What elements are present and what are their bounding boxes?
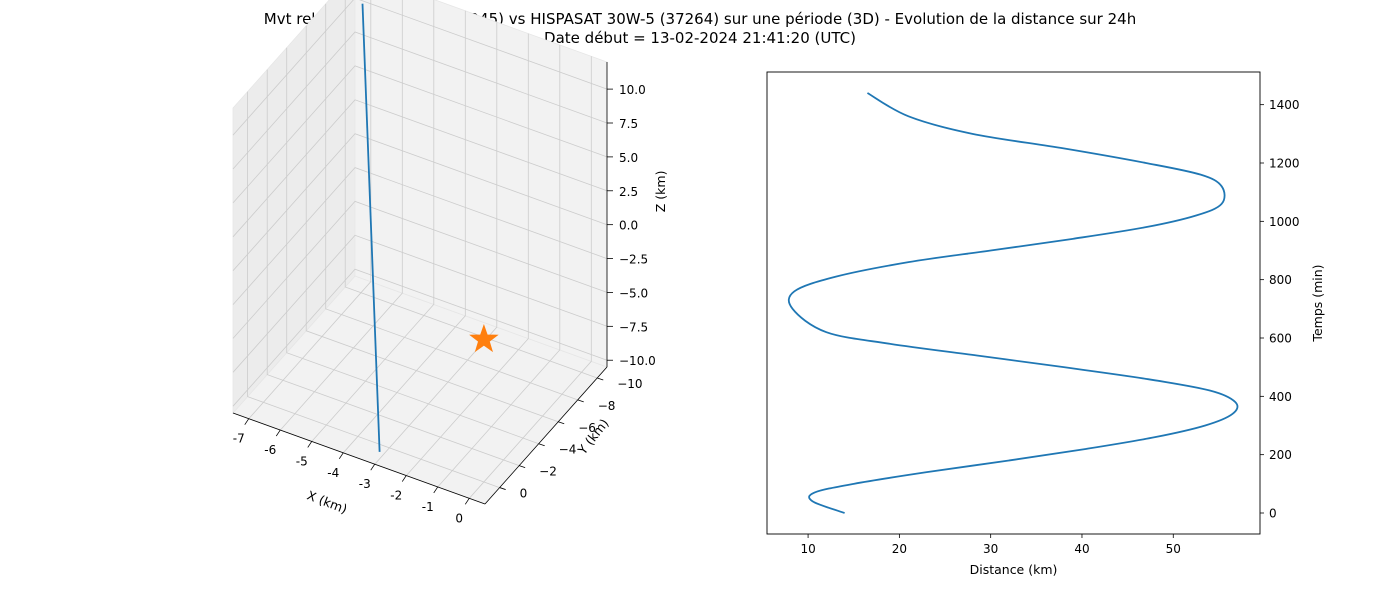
x-tick-mark-3: [338, 452, 344, 460]
z-tick-label-6: −5.0: [619, 286, 648, 300]
z-tick-label-8: −10.0: [619, 354, 656, 368]
plot-frame: [766, 71, 1261, 535]
y-tick-mark-5: [597, 377, 604, 381]
grid-line-z-7: [232, 234, 608, 373]
y-tick-mark-4: [577, 399, 584, 403]
x-tick-label-6: -1: [422, 500, 434, 514]
x-tick-label-4: -3: [359, 477, 371, 491]
y-tick-label-1: −2: [539, 465, 557, 479]
x-tick-label-2: -5: [296, 454, 308, 468]
y-tick-mark-1: [519, 465, 526, 469]
grid-line-z-0: [232, 0, 608, 136]
y-tick-label-4: 800: [1269, 273, 1292, 287]
pane-left-wall: [232, 0, 356, 415]
x-tick-label-2: 30: [983, 542, 998, 556]
x-tick-label-0: -7: [233, 432, 245, 446]
x-axis-title: Distance (km): [970, 562, 1058, 577]
x-tick-label-7: 0: [455, 511, 463, 525]
y-tick-label-1: 200: [1269, 448, 1292, 462]
z-tick-label-3: 2.5: [619, 185, 638, 199]
y-tick-label-7: 1400: [1269, 98, 1300, 112]
x-tick-label-5: -2: [390, 489, 402, 503]
x-tick-mark-7: [464, 498, 470, 505]
y-tick-mark-0: [499, 487, 506, 490]
x-tick-label-3: 40: [1074, 542, 1089, 556]
grid-line-x-1: [280, 0, 403, 431]
y-axis-line: [484, 366, 608, 505]
z-tick-label-7: −7.5: [619, 320, 648, 334]
grid-line-x-6: [437, 44, 561, 488]
grid-line-z-5: [232, 167, 608, 305]
grid-line-x-3: [343, 10, 466, 454]
x-tick-label-1: 20: [892, 542, 907, 556]
title-line-2: Date début = 13-02-2024 21:41:20 (UTC): [544, 29, 856, 47]
grid-line-y-4: [325, 3, 578, 401]
grid-line-z-4: [232, 133, 608, 271]
grid-line-y-1: [266, 69, 520, 466]
y-tick-label-0: 0: [520, 487, 528, 501]
x-tick-mark-6: [433, 486, 439, 494]
grid-line-x-4: [374, 22, 498, 465]
z-tick-label-4: 0.0: [619, 219, 638, 233]
y-tick-mark-3: [558, 421, 565, 425]
y-tick-label-3: −6: [578, 421, 596, 435]
z-tick-label-1: 7.5: [619, 117, 638, 131]
grid-line-x-0: [248, 0, 372, 419]
grid-line-y-0: [247, 91, 500, 488]
y-tick-label-3: 600: [1269, 332, 1292, 346]
grid-line-y-2: [286, 47, 539, 445]
x-tick-mark-2: [307, 441, 313, 448]
grid-line-z-6: [232, 200, 608, 339]
y-tick-label-6: 1200: [1269, 157, 1300, 171]
x-axis-line: [232, 412, 486, 505]
z-tick-label-2: 5.0: [619, 151, 638, 165]
x-tick-label-4: 50: [1166, 542, 1181, 556]
y-tick-label-0: 0: [1269, 507, 1277, 521]
y-tick-label-2: −4: [559, 443, 577, 457]
x-tick-mark-0: [244, 418, 250, 425]
grid-line-y-5: [344, 0, 598, 379]
z-tick-label-5: −2.5: [619, 253, 648, 267]
origin-star-marker: [469, 323, 499, 353]
y-tick-label-4: −8: [598, 399, 616, 413]
y-tick-label-2: 400: [1269, 390, 1292, 404]
trajectory-line: [361, 3, 381, 452]
grid-line-z-2: [232, 65, 608, 204]
x-tick-mark-5: [401, 475, 407, 482]
z-tick-label-0: 10.0: [619, 83, 646, 97]
y-tick-label-5: 1000: [1269, 215, 1300, 229]
distance-curve: [787, 92, 1239, 514]
y-axis-title: Temps (min): [1310, 264, 1325, 342]
y-tick-label-5: −10: [617, 377, 642, 391]
grid-line-x-2: [311, 0, 435, 442]
x-tick-mark-1: [275, 429, 281, 437]
grid-line-z-1: [232, 31, 608, 170]
grid-line-z-8: [232, 268, 608, 407]
grid-line-x-7: [469, 56, 592, 499]
x-tick-label-0: 10: [800, 542, 815, 556]
z-axis-title: Z (km): [653, 171, 668, 213]
y-tick-mark-2: [538, 443, 545, 447]
x-tick-mark-4: [370, 463, 376, 471]
grid-line-y-3: [305, 25, 559, 423]
grid-line-z-3: [232, 99, 608, 238]
x-tick-label-3: -4: [327, 466, 339, 480]
x-tick-label-1: -6: [264, 443, 276, 457]
grid-line-x-5: [406, 33, 529, 476]
